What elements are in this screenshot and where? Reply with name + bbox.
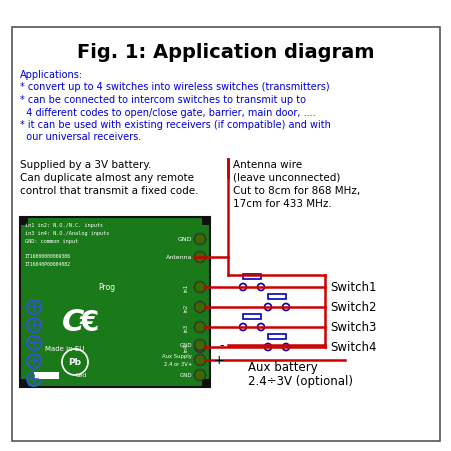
Text: GND: GND: [179, 373, 192, 377]
Bar: [20, 217, 210, 387]
Circle shape: [27, 300, 41, 314]
Text: Switch3: Switch3: [329, 321, 376, 334]
Text: in3 in4: N.O./Analog inputs: in3 in4: N.O./Analog inputs: [25, 230, 109, 235]
Circle shape: [194, 252, 205, 263]
Circle shape: [264, 344, 271, 351]
Circle shape: [194, 342, 205, 353]
Text: 4 different codes to open/close gate, barrier, main door, ....: 4 different codes to open/close gate, ba…: [20, 107, 315, 117]
Circle shape: [194, 340, 205, 351]
Text: Antenna: Antenna: [165, 255, 192, 260]
Text: Aux battery: Aux battery: [248, 360, 317, 373]
Bar: [202, 217, 210, 226]
Bar: [243, 314, 260, 319]
Circle shape: [27, 318, 41, 332]
Text: our universal receivers.: our universal receivers.: [20, 132, 141, 142]
Text: IT16040P00004082: IT16040P00004082: [25, 262, 71, 267]
Circle shape: [282, 304, 289, 311]
Circle shape: [239, 284, 246, 291]
Circle shape: [239, 324, 246, 331]
Bar: [243, 274, 260, 279]
Circle shape: [257, 324, 264, 331]
Text: €: €: [80, 308, 99, 336]
Text: Can duplicate almost any remote: Can duplicate almost any remote: [20, 173, 193, 183]
Text: Led: Led: [75, 372, 86, 377]
Text: in3: in3: [183, 323, 188, 331]
Text: in1: in1: [183, 283, 188, 291]
Text: * can be connected to intercom switches to transmit up to: * can be connected to intercom switches …: [20, 95, 305, 105]
Text: Pb: Pb: [69, 358, 81, 367]
Text: GND: GND: [179, 343, 192, 348]
Circle shape: [62, 349, 88, 375]
Circle shape: [194, 282, 205, 293]
Text: C: C: [62, 308, 84, 337]
Bar: [20, 217, 28, 226]
Text: in1 in2: N.O./N.C. inputs: in1 in2: N.O./N.C. inputs: [25, 222, 103, 227]
Text: GND: GND: [177, 237, 192, 242]
Text: IT16000000069386: IT16000000069386: [25, 253, 71, 258]
Bar: [267, 295, 285, 299]
Text: Prog: Prog: [98, 282, 115, 291]
Text: Switch4: Switch4: [329, 341, 376, 354]
Text: * it can be used with existing receivers (if compatible) and with: * it can be used with existing receivers…: [20, 120, 330, 130]
Text: Switch2: Switch2: [329, 301, 376, 314]
Circle shape: [194, 302, 205, 313]
Circle shape: [282, 344, 289, 351]
Text: +: +: [213, 354, 224, 367]
Bar: [202, 379, 210, 387]
Circle shape: [257, 284, 264, 291]
Circle shape: [27, 336, 41, 350]
Text: Applications:: Applications:: [20, 70, 83, 80]
Bar: [34, 372, 59, 379]
Text: Aux Supply: Aux Supply: [162, 354, 192, 359]
Text: in2: in2: [183, 303, 188, 312]
Text: GND: common input: GND: common input: [25, 239, 78, 244]
Circle shape: [194, 234, 205, 245]
Bar: [267, 334, 285, 339]
Circle shape: [27, 354, 41, 368]
Circle shape: [194, 322, 205, 333]
Circle shape: [27, 372, 41, 386]
Text: 2.4 or 3V+: 2.4 or 3V+: [163, 362, 192, 367]
Text: 2.4÷3V (optional): 2.4÷3V (optional): [248, 374, 352, 387]
Text: Antenna wire: Antenna wire: [232, 160, 301, 170]
Circle shape: [264, 304, 271, 311]
Text: Supplied by a 3V battery.: Supplied by a 3V battery.: [20, 160, 151, 170]
Text: Fig. 1: Application diagram: Fig. 1: Application diagram: [77, 42, 374, 61]
Text: Made in EU: Made in EU: [45, 345, 84, 351]
Text: Cut to 8cm for 868 MHz,: Cut to 8cm for 868 MHz,: [232, 186, 359, 196]
Text: -: -: [219, 339, 224, 352]
Text: * convert up to 4 switches into wireless switches (transmitters): * convert up to 4 switches into wireless…: [20, 83, 329, 92]
Circle shape: [194, 370, 205, 381]
Text: in4: in4: [183, 343, 188, 351]
Text: (leave unconnected): (leave unconnected): [232, 173, 340, 183]
Circle shape: [194, 355, 205, 366]
Bar: [20, 379, 28, 387]
Text: Switch1: Switch1: [329, 281, 376, 294]
Text: 17cm for 433 MHz.: 17cm for 433 MHz.: [232, 198, 331, 208]
Text: control that transmit a fixed code.: control that transmit a fixed code.: [20, 186, 198, 196]
